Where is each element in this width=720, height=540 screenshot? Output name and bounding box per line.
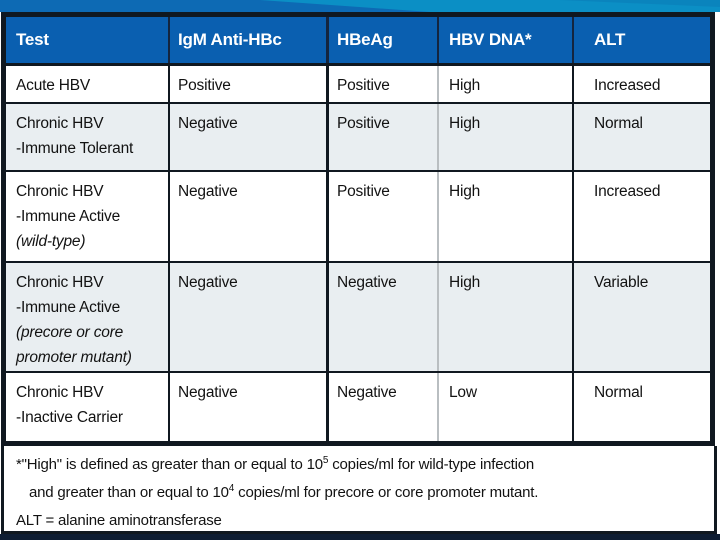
table-row: Chronic HBV -Inactive Carrier Negative Nega… [6, 373, 710, 441]
top-band-decoration [0, 0, 720, 12]
test-cell: Chronic HBV -Inactive Carrier [6, 373, 170, 441]
test-cell-line: Chronic HBV [16, 274, 104, 291]
result-cell: Normal [594, 115, 643, 132]
table-row: Chronic HBV -Immune Active (precore or cor… [6, 263, 710, 373]
test-cell-line: Chronic HBV [16, 115, 104, 132]
test-cell-line: -Immune Active [16, 299, 121, 316]
result-cell: Negative [170, 172, 329, 261]
result-cell: Negative [170, 104, 329, 170]
footnote-line: *"High" is defined as greater than or eq… [16, 455, 535, 474]
result-cell: High [439, 263, 574, 371]
table-row: Acute HBV Positive Positive High Increased [6, 66, 710, 104]
footnote-box: *"High" is defined as greater than or eq… [1, 446, 717, 534]
table-row: Chronic HBV -Immune Tolerant Negative Posit… [6, 104, 710, 172]
column-header-hbeag: HBeAg [329, 17, 439, 63]
result-cell: Negative [170, 373, 329, 441]
test-cell-line: -Immune Tolerant [16, 140, 134, 157]
result-cell: High [439, 66, 574, 102]
result-cell: Normal [594, 384, 643, 401]
result-cell: Positive [329, 66, 439, 102]
column-header-hbv-dna: HBV DNA* [439, 17, 574, 63]
test-cell-line: -Inactive Carrier [16, 409, 123, 426]
result-cell: Increased [594, 183, 661, 200]
column-header-test: Test [6, 17, 170, 63]
result-cell: Positive [329, 172, 439, 261]
result-cell: Negative [170, 263, 329, 371]
test-cell: Chronic HBV -Immune Tolerant [6, 104, 170, 170]
result-cell: High [439, 172, 574, 261]
result-cell: Variable [594, 274, 649, 291]
result-cell: Low [439, 373, 574, 441]
test-cell-line: promoter mutant) [16, 349, 132, 366]
test-cell-line: -Immune Active [16, 208, 121, 225]
test-cell-line: Chronic HBV [16, 384, 104, 401]
test-cell-line: (wild-type) [16, 233, 86, 250]
table-row: Chronic HBV -Immune Active (wild-type) Nega… [6, 172, 710, 263]
result-cell: Increased [594, 77, 661, 94]
test-cell: Chronic HBV -Immune Active (precore or cor… [6, 263, 170, 371]
result-cell: High [439, 104, 574, 170]
column-header-igm-anti-hbc: IgM Anti-HBc [170, 17, 329, 63]
result-cell: Positive [329, 104, 439, 170]
hbv-serology-table: Test IgM Anti-HBc HBeAg HBV DNA* ALT Acute H… [1, 12, 715, 446]
bottom-band-decoration [0, 534, 720, 540]
footnote-line: ALT = alanine aminotransferase [16, 512, 222, 529]
result-cell: Negative [329, 263, 439, 371]
test-cell-line: (precore or core [16, 324, 124, 341]
test-cell: Chronic HBV -Immune Active (wild-type) [6, 172, 170, 261]
result-cell: Negative [329, 373, 439, 441]
footnote-line: and greater than or equal to 104 copies/… [29, 483, 539, 502]
result-cell: Positive [170, 66, 329, 102]
test-cell-line: Chronic HBV [16, 183, 104, 200]
table-body: Acute HBV Positive Positive High Increased Ch… [6, 66, 710, 441]
table-header-row: Test IgM Anti-HBc HBeAg HBV DNA* ALT [6, 17, 710, 66]
column-header-alt: ALT [594, 30, 626, 49]
test-cell-line: Acute HBV [16, 77, 91, 94]
test-cell: Acute HBV [6, 66, 170, 102]
